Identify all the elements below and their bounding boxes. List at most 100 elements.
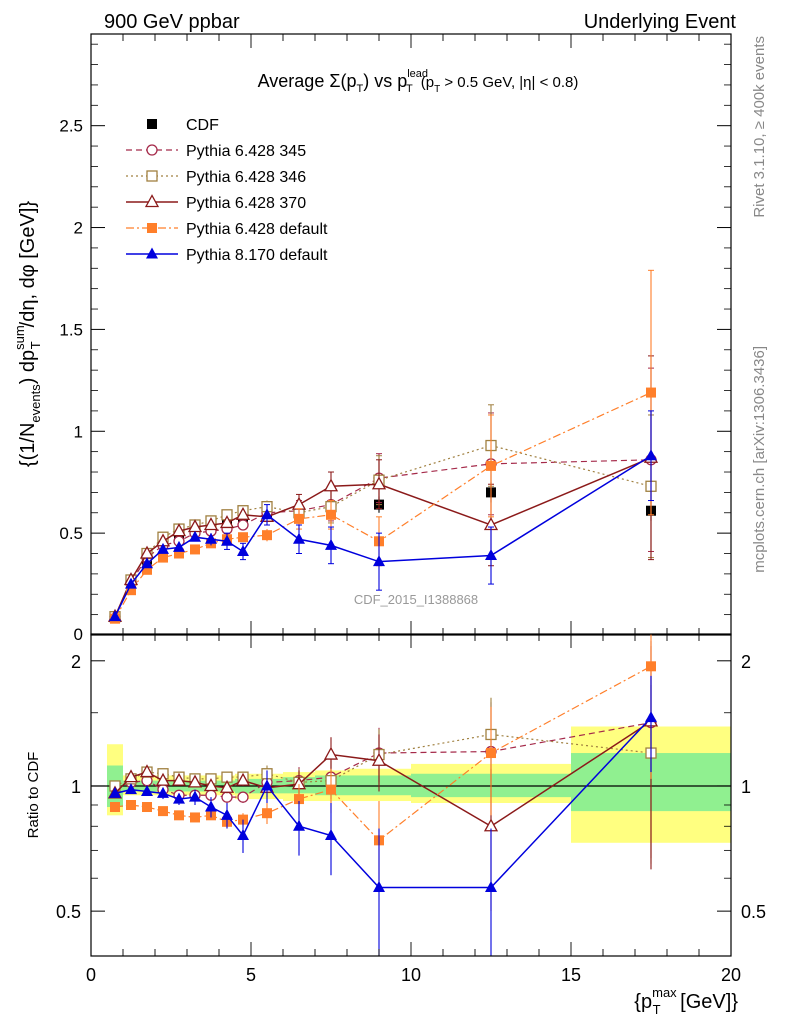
main-point	[221, 534, 233, 546]
ratio-point	[187, 774, 203, 788]
ratio-point	[237, 829, 249, 841]
legend-entry-pythia-6-428-346: Pythia 6.428 346	[126, 169, 306, 186]
ratio-point	[262, 808, 272, 819]
main-series-pythia-6-428-345	[109, 367, 657, 623]
legend-marker	[146, 247, 158, 259]
ratio-point	[123, 769, 139, 783]
main-point	[645, 449, 657, 461]
main-point	[294, 513, 304, 524]
ratio-y-ticks: 0.5 0.5 1 1 2 2	[56, 652, 766, 922]
ratio-point	[485, 880, 497, 892]
main-point	[237, 544, 249, 556]
ratio-point	[235, 772, 251, 786]
ratio-point	[173, 792, 185, 804]
ratio-point	[645, 711, 657, 723]
ratio-point	[371, 752, 387, 766]
main-series-pythia-8-170-default	[109, 410, 657, 622]
legend-label: Pythia 6.428 345	[186, 143, 306, 160]
x-tick-label: 15	[561, 965, 581, 985]
main-point	[485, 549, 497, 561]
x-tick-label: 20	[721, 965, 741, 985]
main-series-pythia-6-428-default	[110, 269, 656, 624]
main-point	[158, 552, 168, 563]
main-point	[142, 564, 152, 575]
ratio-point	[293, 819, 305, 831]
ratio-point	[646, 661, 656, 672]
ratio-point	[125, 783, 137, 795]
ratio-point	[157, 786, 169, 798]
main-point	[171, 523, 187, 537]
main-point	[190, 544, 200, 555]
ratio-point	[486, 748, 496, 759]
ratio-point	[294, 794, 304, 805]
ratio-point	[126, 799, 136, 810]
ratio-point	[189, 790, 201, 802]
x-tick-label: 10	[401, 965, 421, 985]
main-y-tick-label: 2	[74, 219, 83, 238]
main-point	[219, 515, 235, 529]
ratio-point	[205, 800, 217, 812]
side-label-top: Rivet 3.1.10, ≥ 400k events	[751, 36, 768, 218]
legend-label: Pythia 6.428 370	[186, 195, 306, 212]
legend-entry-pythia-6-428-370: Pythia 6.428 370	[126, 194, 306, 212]
x-tick-label: 0	[86, 965, 96, 985]
watermark: CDF_2015_I1388868	[354, 592, 478, 607]
main-y-axis-label: {(1/Nevents) dpsumT/dη, dφ [GeV]}	[12, 201, 43, 467]
ratio-point	[261, 779, 273, 791]
main-point	[261, 508, 273, 520]
x-axis-label: {pmax T [GeV]}	[634, 985, 738, 1017]
main-series-pythia-6-428-346	[109, 404, 657, 623]
legend-marker	[147, 119, 157, 129]
header-right: Underlying Event	[584, 11, 737, 33]
main-point	[262, 530, 272, 541]
ratio-point	[373, 880, 385, 892]
legend-entry-pythia-6-428-default: Pythia 6.428 default	[126, 221, 328, 238]
main-point	[125, 577, 137, 589]
main-point	[189, 530, 201, 542]
chart-title: Average Σ(pT) vs plead T (pT > 0.5 GeV, |η…	[258, 68, 579, 95]
ratio-point	[142, 802, 152, 813]
ratio-point	[110, 802, 120, 813]
ratio-point	[158, 806, 168, 817]
main-point	[157, 542, 169, 554]
main-point	[173, 540, 185, 552]
ratio-point	[323, 746, 339, 760]
ratio-point	[203, 778, 219, 792]
x-tick-label: 5	[246, 965, 256, 985]
main-y-tick-label: 1.5	[59, 320, 83, 339]
ratio-y-tick-label-right: 0.5	[741, 902, 766, 922]
legend-label: Pythia 6.428 default	[186, 221, 328, 238]
legend-marker	[146, 170, 158, 182]
side-label-bottom: mcplots.cern.ch [arXiv:1306.3436]	[751, 346, 768, 573]
main-point	[238, 532, 248, 543]
ratio-panel: 0.5 0.5 1 1 2 2 Ratio to CDF 0 5 10 15 20 {pmax T …	[25, 633, 766, 1017]
main-point	[205, 532, 217, 544]
legend-marker	[147, 223, 157, 233]
main-y-tick-label: 2.5	[59, 117, 83, 136]
ratio-y-tick-label-right: 1	[741, 777, 751, 797]
legend-entry-pythia-8-170-default: Pythia 8.170 default	[126, 247, 328, 264]
main-point	[293, 532, 305, 544]
legend: CDF Pythia 6.428 345 Pythia 6.428 346 Pythi…	[126, 117, 328, 264]
header-left: 900 GeV ppbar	[104, 11, 240, 33]
main-y-tick-label: 1	[74, 422, 83, 441]
ratio-point	[174, 810, 184, 821]
ratio-point	[221, 808, 233, 820]
ratio-y-tick-label: 2	[71, 652, 81, 672]
ratio-point	[155, 772, 171, 786]
main-point	[371, 476, 387, 490]
ratio-y-tick-label: 1	[71, 777, 81, 797]
legend-marker	[144, 194, 160, 208]
ratio-point	[325, 829, 337, 841]
main-point	[646, 387, 656, 398]
ratio-point	[221, 791, 233, 803]
ratio-point	[219, 779, 235, 793]
main-y-tick-label: 0.5	[59, 524, 83, 543]
ratio-y-tick-label-right: 2	[741, 652, 751, 672]
ratio-series-pythia-8-170-default	[109, 675, 657, 956]
main-point	[325, 538, 337, 550]
main-y-ticks: 0.5 1 1.5 2 2.5 0	[59, 34, 732, 644]
main-point	[141, 557, 153, 569]
main-point	[323, 478, 339, 492]
